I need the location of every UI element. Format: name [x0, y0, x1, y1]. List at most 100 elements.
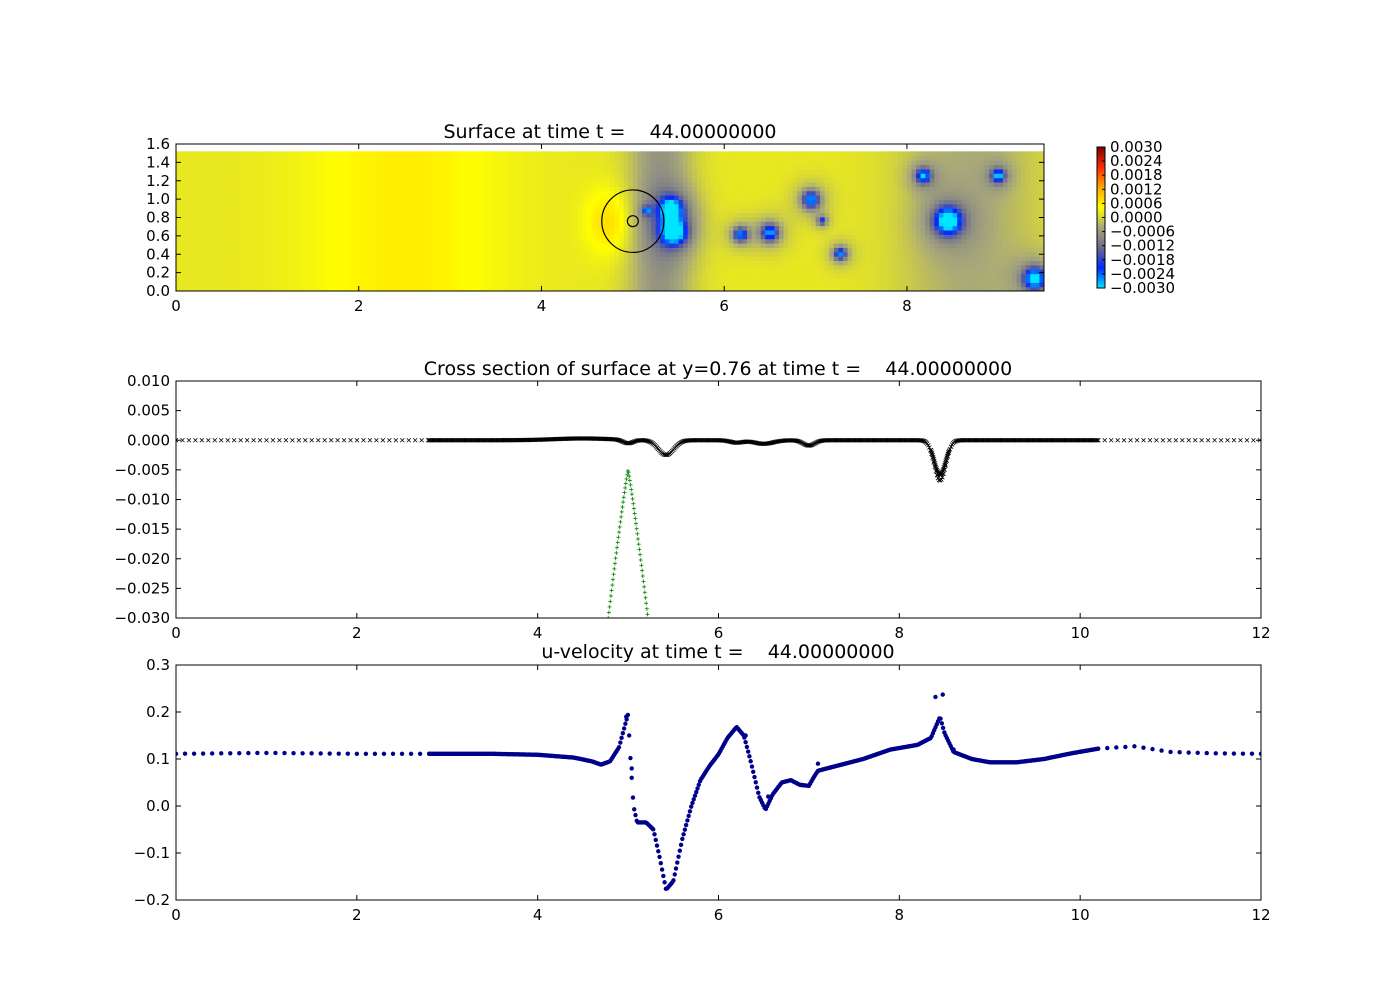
heatmap-cell [399, 221, 406, 227]
heatmap-cell [418, 282, 424, 288]
heatmap-cell [678, 225, 684, 231]
heatmap-cell [774, 286, 780, 291]
heatmap-cell [673, 264, 680, 270]
heatmap-cell [820, 221, 826, 227]
heatmap-cell [779, 269, 785, 275]
heatmap-cell [294, 164, 300, 170]
heatmap-cell [600, 203, 607, 209]
heatmap-cell [207, 190, 214, 196]
heatmap-cell [189, 177, 195, 183]
heatmap-cell [788, 203, 794, 209]
heatmap-cell [290, 199, 296, 205]
heatmap-cell [861, 264, 867, 270]
heatmap-cell [440, 216, 447, 222]
heatmap-cell [194, 168, 200, 174]
heatmap-cell [299, 173, 305, 179]
heatmap-cell [861, 286, 867, 291]
heatmap-cell [701, 282, 707, 288]
heatmap-cell [331, 260, 337, 266]
heatmap-cell [705, 256, 712, 262]
heatmap-cell [587, 221, 593, 227]
heatmap-cell [349, 181, 355, 187]
heatmap-cell [468, 177, 474, 183]
heatmap-cell [482, 277, 488, 283]
heatmap-cell [221, 186, 227, 192]
heatmap-cell [673, 247, 680, 253]
heatmap-cell [258, 260, 264, 266]
heatmap-cell [605, 229, 611, 235]
heatmap-cell [842, 221, 849, 227]
heatmap-cell [719, 173, 725, 179]
heatmap-cell [221, 256, 227, 262]
heatmap-cell [221, 225, 227, 231]
heatmap-cell [765, 221, 771, 227]
heatmap-cell [313, 208, 319, 214]
heatmap-cell [564, 177, 570, 183]
heatmap-cell [651, 203, 657, 209]
heatmap-cell [600, 160, 607, 166]
heatmap-cell [340, 199, 346, 205]
heatmap-cell [226, 225, 232, 231]
heatmap-cell [345, 273, 351, 279]
heatmap-cell [239, 216, 246, 222]
heatmap-cell [313, 229, 319, 235]
heatmap-cell [532, 212, 538, 218]
heatmap-cell [747, 221, 753, 227]
heatmap-cell [372, 177, 378, 183]
heatmap-cell [395, 286, 401, 291]
heatmap-cell [678, 194, 684, 200]
heatmap-cell [646, 234, 652, 240]
heatmap-cell [820, 260, 826, 266]
heatmap-cell [477, 234, 483, 240]
heatmap-cell [742, 190, 748, 196]
heatmap-cell [226, 155, 232, 161]
heatmap-cell [459, 273, 465, 279]
heatmap-cell [372, 199, 378, 205]
heatmap-cell [568, 282, 575, 288]
heatmap-cell [701, 273, 707, 279]
heatmap-cell [541, 282, 547, 288]
heatmap-cell [587, 256, 593, 262]
heatmap-cell [399, 277, 406, 283]
heatmap-cell [760, 177, 766, 183]
heatmap-cell [317, 216, 323, 222]
heatmap-cell [719, 199, 725, 205]
heatmap-cell [354, 221, 360, 227]
heatmap-cell [683, 199, 689, 205]
heatmap-cell [340, 229, 346, 235]
heatmap-cell [797, 256, 803, 262]
heatmap-cell [303, 190, 310, 196]
heatmap-cell [226, 216, 232, 222]
heatmap-cell [500, 194, 506, 200]
heatmap-cell [751, 164, 757, 170]
heatmap-cell [833, 164, 840, 170]
heatmap-cell [217, 251, 223, 257]
heatmap-cell [596, 164, 602, 170]
heatmap-cell [363, 264, 369, 270]
heatmap-cell [578, 273, 584, 279]
heatmap-cell [733, 177, 739, 183]
heatmap-cell [431, 186, 437, 192]
heatmap-cell [797, 208, 803, 214]
heatmap-cell [655, 194, 661, 200]
heatmap-cell [276, 225, 282, 231]
heatmap-cell [463, 251, 469, 257]
heatmap-cell [596, 168, 602, 174]
heatmap-cell [623, 269, 629, 275]
heatmap-cell [212, 282, 218, 288]
heatmap-cell [801, 212, 808, 218]
heatmap-cell [207, 221, 214, 227]
heatmap-cell [207, 229, 214, 235]
heatmap-cell [194, 186, 200, 192]
heatmap-cell [751, 286, 757, 291]
heatmap-cell [696, 221, 702, 227]
heatmap-cell [747, 260, 753, 266]
heatmap-cell [454, 173, 460, 179]
heatmap-cell [628, 229, 634, 235]
heatmap-cell [737, 190, 744, 196]
heatmap-cell [290, 282, 296, 288]
heatmap-cell [482, 199, 488, 205]
heatmap-cell [692, 260, 698, 266]
heatmap-cell [308, 242, 314, 248]
heatmap-cell [833, 225, 840, 231]
